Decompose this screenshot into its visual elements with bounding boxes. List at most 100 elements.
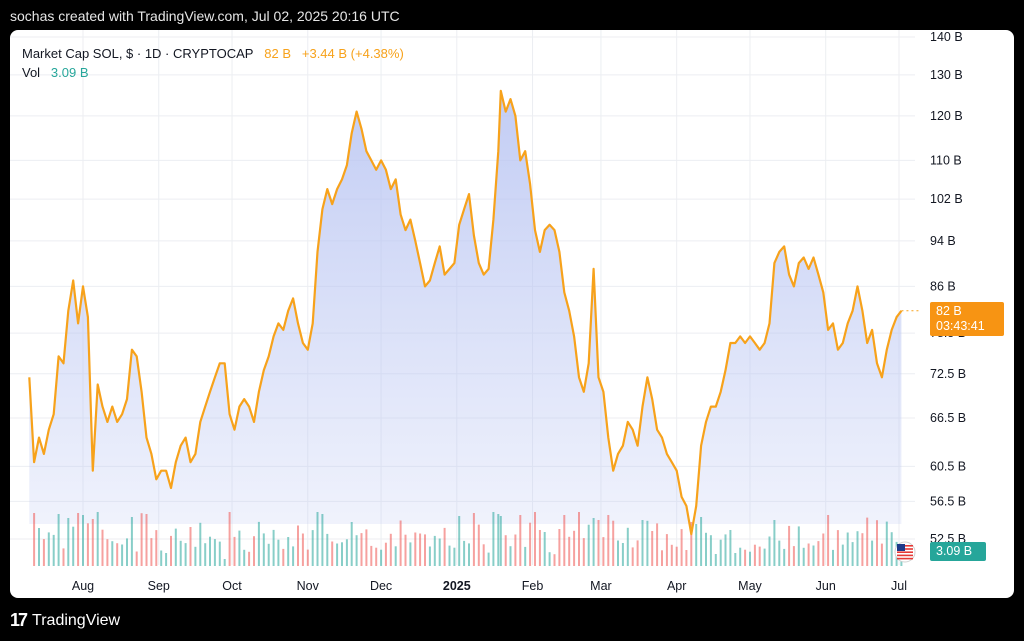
- volume-bar: [428, 546, 431, 566]
- volume-bar: [822, 533, 825, 566]
- volume-bar: [538, 530, 541, 566]
- x-tick-label: Jun: [816, 579, 836, 593]
- volume-bar: [443, 527, 446, 566]
- x-tick-label: Mar: [590, 579, 612, 593]
- volume-bar: [783, 548, 786, 566]
- legend-symbol[interactable]: Market Cap SOL, $ · 1D · CRYPTOCAP: [22, 46, 254, 61]
- y-tick-label: 110 B: [930, 153, 962, 167]
- volume-bar: [563, 515, 566, 566]
- chart-attribution: sochas created with TradingView.com, Jul…: [10, 8, 400, 24]
- volume-bar: [86, 523, 89, 566]
- volume-bar: [543, 532, 546, 566]
- volume-bar: [524, 546, 527, 566]
- volume-bar: [47, 532, 50, 566]
- volume-bar: [758, 546, 761, 566]
- flag-stripe: [897, 551, 913, 553]
- volume-bar: [504, 535, 507, 566]
- volume-bar: [719, 539, 722, 566]
- volume-bar: [414, 532, 417, 566]
- x-tick-label: Feb: [522, 579, 544, 593]
- volume-bar: [355, 535, 358, 566]
- volume-bar: [135, 551, 138, 566]
- volume-bar: [626, 527, 629, 566]
- volume-bar: [529, 522, 532, 566]
- volume-bar: [341, 542, 343, 566]
- volume-bar: [96, 512, 99, 566]
- volume-bar: [321, 514, 324, 566]
- volume-bar: [705, 532, 707, 566]
- tradingview-logo-icon: 17: [10, 610, 28, 630]
- volume-bar: [389, 533, 392, 566]
- legend-vol-label: Vol: [22, 65, 41, 80]
- volume-bar: [841, 544, 844, 566]
- volume-bar: [472, 513, 475, 566]
- volume-bar: [573, 530, 576, 566]
- volume-bar: [52, 534, 55, 566]
- volume-bar: [880, 543, 883, 566]
- volume-bar: [641, 520, 644, 566]
- volume-bar: [350, 522, 353, 566]
- volume-bar: [631, 547, 634, 566]
- volume-bar: [204, 543, 207, 566]
- x-tick-label: Sep: [148, 579, 170, 593]
- volume-bar: [807, 543, 810, 566]
- volume-bar: [404, 534, 407, 566]
- y-tick-label: 86 B: [930, 279, 956, 293]
- volume-bar: [287, 537, 290, 566]
- brand-footer[interactable]: 17 TradingView: [10, 610, 120, 631]
- volume-bar: [768, 536, 771, 566]
- volume-bar: [553, 554, 556, 566]
- volume-bar: [179, 540, 182, 566]
- flag-stripe: [897, 557, 913, 560]
- volume-bar: [646, 520, 649, 566]
- volume-bar: [106, 539, 109, 566]
- chart-legend: Market Cap SOL, $ · 1D · CRYPTOCAP 82 B …: [22, 44, 404, 82]
- volume-bar: [155, 530, 158, 566]
- y-tick-label: 120 B: [930, 109, 963, 123]
- volume-bar: [802, 547, 805, 566]
- y-tick-label: 94 B: [930, 234, 956, 248]
- volume-bar: [316, 512, 319, 566]
- volume-bar: [57, 514, 60, 566]
- x-tick-label: Apr: [667, 579, 686, 593]
- volume-bar: [700, 517, 703, 566]
- volume-bar: [827, 515, 830, 566]
- volume-bar: [262, 533, 265, 566]
- volume-bar: [257, 521, 260, 566]
- volume-bar: [582, 538, 585, 566]
- volume-bar: [448, 545, 451, 566]
- volume-bar: [272, 529, 275, 566]
- x-tick-label: Jul: [891, 579, 907, 593]
- volume-bar: [243, 549, 246, 566]
- volume-bar: [306, 549, 309, 566]
- flag-stripe: [897, 554, 913, 557]
- volume-bar: [861, 533, 864, 566]
- volume-bar: [409, 542, 412, 566]
- volume-bar: [145, 514, 148, 566]
- price-badge-value: 82 B: [936, 304, 962, 318]
- y-tick-label: 102 B: [930, 192, 963, 206]
- volume-bar: [482, 544, 485, 566]
- volume-bar: [336, 543, 339, 566]
- volume-bar: [675, 546, 678, 566]
- volume-bar: [558, 529, 561, 566]
- volume-bar: [817, 541, 820, 566]
- volume-bar: [42, 539, 45, 566]
- volume-bar: [33, 513, 36, 566]
- volume-bar: [680, 529, 683, 566]
- volume-bar: [690, 522, 693, 566]
- volume-bar: [121, 544, 124, 566]
- volume-bar: [345, 539, 348, 566]
- volume-bar: [82, 515, 84, 566]
- volume-bar: [749, 551, 751, 566]
- volume-bar: [519, 515, 522, 566]
- volume-bar: [665, 534, 668, 566]
- x-tick-label: Dec: [370, 579, 392, 593]
- volume-bar: [223, 559, 226, 566]
- volume-bar: [724, 534, 727, 566]
- price-area-fill: [29, 90, 902, 535]
- volume-bar: [326, 533, 329, 566]
- volume-bar: [394, 546, 397, 566]
